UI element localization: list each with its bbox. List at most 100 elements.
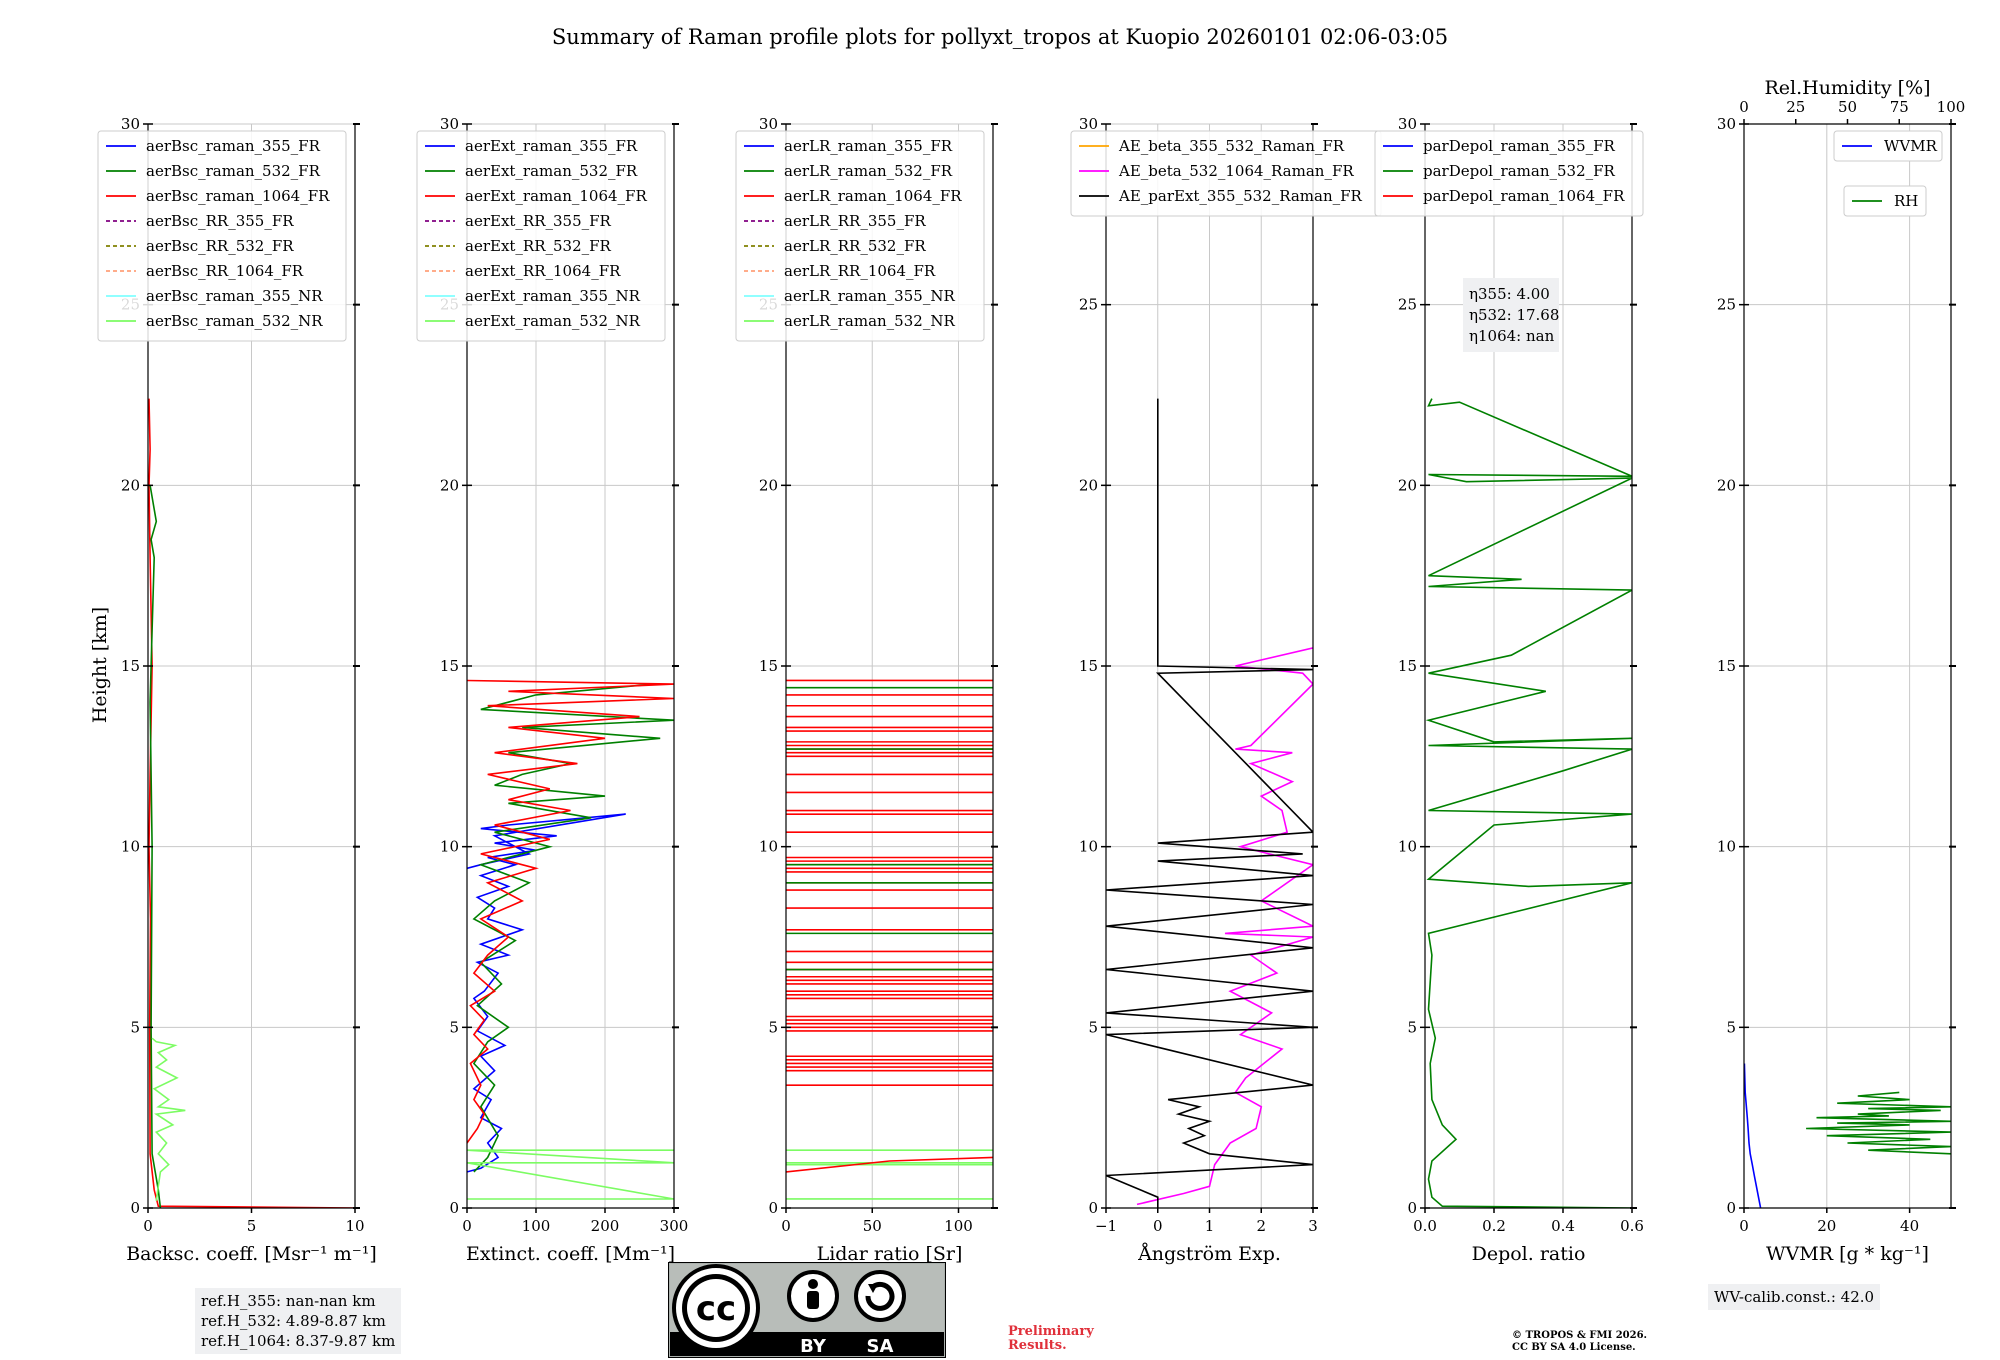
cc-logo-text: cc [696,1289,736,1329]
y-tick-label: 0 [1726,1199,1736,1217]
y-tick-label: 15 [1398,657,1417,675]
y-tick-label: 30 [1398,115,1417,133]
legend-entry: aerBsc_raman_1064_FR [146,187,330,205]
legend-entry: aerLR_raman_1064_FR [784,187,962,205]
y-tick-label: 30 [1717,115,1736,133]
legend-entry: aerExt_raman_355_FR [465,137,638,155]
legend-entry: aerBsc_RR_355_FR [146,212,294,230]
x-tick-label: 40 [1900,1217,1919,1235]
y-tick-label: 10 [121,838,140,856]
cc-by-sa-badge: cc BY SA [668,1262,946,1358]
x-tick-label: 100 [522,1217,551,1235]
x-axis-label: Lidar ratio [Sr] [817,1243,963,1265]
x-axis-label: WVMR [g * kg⁻¹] [1766,1243,1929,1265]
x-axis-label: Backsc. coeff. [Msr⁻¹ m⁻¹] [126,1243,377,1265]
legend-lidar-ratio: aerLR_raman_355_FR aerLR_raman_532_FR aerL… [735,130,985,342]
y-tick-label: 5 [1726,1018,1736,1036]
legend-entry-rh: RH [1894,192,1918,210]
y-tick-label: 30 [759,115,778,133]
x-tick-label: 10 [345,1217,364,1235]
copyright-line-2: CC BY SA 4.0 License. [1512,1342,1636,1353]
legend-entry: aerExt_RR_355_FR [465,212,612,230]
eta-annotation: η355: 4.00 η532: 17.68 η1064: nan [1463,278,1559,352]
series-aerext-raman-532-fr [472,683,674,1173]
legend-entry: aerLR_raman_532_NR [784,312,955,330]
x-tick-label: 200 [591,1217,620,1235]
series-group [1744,1063,1951,1208]
series-aerlr-raman-1064-fr [786,1156,993,1173]
x-tick-label: 1 [1205,1217,1215,1235]
series-aerext-raman-532-nr [467,1149,674,1200]
legend-entry: AE_beta_355_532_Raman_FR [1118,137,1345,155]
y-tick-label: 5 [1407,1018,1417,1036]
series-ae-beta-532-1064-raman-fr [1136,647,1313,1206]
preliminary-line-1: Preliminary [1008,1324,1094,1339]
legend-depolarization: parDepol_raman_355_FR parDepol_raman_532_… [1374,130,1644,217]
series-aerext-raman-355-fr [467,813,626,1173]
y-tick-label: 0 [130,1199,140,1217]
legend-entry: parDepol_raman_355_FR [1423,137,1616,155]
badge-sa-label: SA [867,1336,894,1357]
y-tick-label: 20 [1398,476,1417,494]
badge-by-label: BY [800,1336,827,1357]
legend-box-wvmr [1833,130,1943,162]
copyright-note: © TROPOS & FMI 2026. CC BY SA 4.0 Licens… [1512,1330,1647,1354]
x-axis-label: Ångström Exp. [1137,1243,1281,1265]
top-x-tick-label: 50 [1838,98,1857,116]
legend-box [97,130,347,342]
panel-backscatter: 0510152025300510Backsc. coeff. [Msr⁻¹ m⁻… [97,115,377,1265]
y-tick-label: 15 [1717,657,1736,675]
x-tick-label: 0.6 [1620,1217,1644,1235]
copyright-line-1: © TROPOS & FMI 2026. [1512,1330,1648,1341]
legend-entry: aerLR_raman_355_NR [784,287,955,305]
legend-entry: AE_beta_532_1064_Raman_FR [1118,162,1354,180]
y-tick-label: 30 [121,115,140,133]
panels: 0510152025300510Backsc. coeff. [Msr⁻¹ m⁻… [97,77,1965,1265]
legend-entry-wvmr: WVMR [1884,137,1938,155]
legend-entry: AE_parExt_355_532_Raman_FR [1118,187,1363,205]
y-tick-label: 25 [1717,296,1736,314]
legend-angstrom: AE_beta_355_532_Raman_FR AE_beta_532_1064… [1070,130,1382,217]
legend-water-vapor: WVMR RH [1833,130,1943,217]
top-x-tick-label: 100 [1937,98,1966,116]
y-tick-label: 10 [1717,838,1736,856]
y-tick-label: 5 [1088,1018,1098,1036]
series-wvmr [1744,1063,1762,1208]
y-axis-label: Height [km] [89,607,111,723]
panel-extinction: 0510152025300100200300Extinct. coeff. [M… [416,115,689,1265]
x-tick-label: 0 [1153,1217,1163,1235]
series-group [1106,398,1313,1208]
preliminary-note: Preliminary Results. [1008,1325,1094,1353]
top-x-tick-label: 75 [1890,98,1909,116]
x-tick-label: −1 [1095,1217,1117,1235]
y-tick-label: 25 [1398,296,1417,314]
series-aerbsc-raman-532-fr [149,485,162,1208]
x-tick-label: 300 [660,1217,689,1235]
y-tick-label: 10 [1079,838,1098,856]
y-tick-label: 0 [1407,1199,1417,1217]
x-tick-label: 3 [1308,1217,1318,1235]
y-tick-label: 20 [759,476,778,494]
x-tick-label: 50 [863,1217,882,1235]
legend-entry: aerBsc_raman_355_FR [146,137,321,155]
legend-extinction: aerExt_raman_355_FR aerExt_raman_532_FRae… [416,130,666,342]
legend-box [1374,130,1644,217]
y-tick-label: 5 [130,1018,140,1036]
eta-line: η355: 4.00 [1469,285,1550,303]
legend-entry: aerLR_raman_355_FR [784,137,953,155]
legend-entry: aerLR_raman_532_FR [784,162,953,180]
legend-entry: aerExt_raman_1064_FR [465,187,647,205]
ref-height-532: ref.H_532: 4.89-8.87 km [201,1312,386,1330]
y-tick-label: 0 [768,1199,778,1217]
x-tick-label: 5 [247,1217,257,1235]
figure-title: Summary of Raman profile plots for polly… [552,25,1448,49]
top-axis-label: Rel.Humidity [%] [1764,77,1930,99]
wv-calibration-box: WV-calib.const.: 42.0 [1708,1284,1881,1310]
x-axis-label: Extinct. coeff. [Mm⁻¹] [466,1243,675,1265]
ref-height-355: ref.H_355: nan-nan km [201,1292,376,1310]
x-tick-label: 0 [1739,1217,1749,1235]
x-tick-label: 100 [944,1217,973,1235]
